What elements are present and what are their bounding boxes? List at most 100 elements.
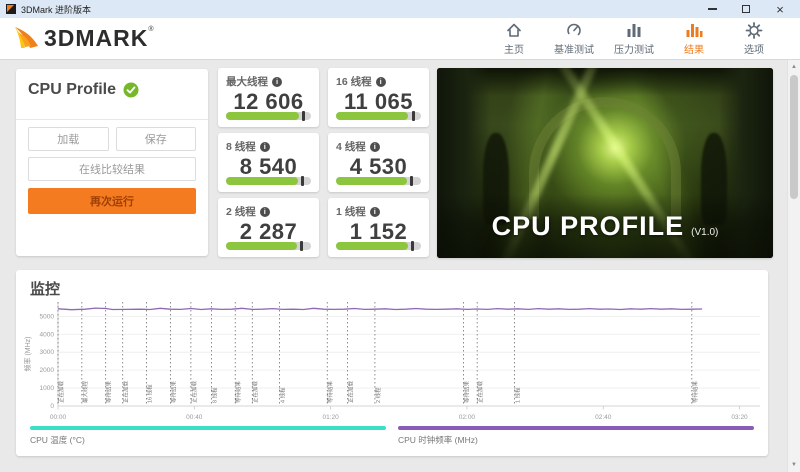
legend-item: CPU 温度 (°C)	[30, 426, 386, 446]
titlebar: 3DMark 进阶版本 ×	[0, 0, 800, 18]
y-tick-label: 4000	[40, 331, 55, 338]
hero-arch	[529, 96, 681, 219]
benchmark-hero-image: CPU PROFILE (V1.0)	[437, 68, 773, 258]
scroll-down-icon[interactable]: ▼	[791, 462, 797, 468]
nav-item-label: 基准测试	[554, 45, 594, 56]
score-tile: 8 线程 i 8 540	[218, 133, 319, 192]
save-button[interactable]: 保存	[115, 127, 196, 151]
phase-label: 4 线程	[279, 387, 287, 403]
score-bar	[336, 111, 421, 121]
score-tile: 1 线程 i 1 152	[328, 198, 429, 257]
score-tile: 2 线程 i 2 287	[218, 198, 319, 257]
phase-label: 正在加载	[122, 380, 130, 403]
score-bar-marker	[411, 111, 415, 121]
score-bar-marker	[299, 241, 303, 251]
close-icon[interactable]: ×	[776, 1, 784, 17]
score-bar	[226, 176, 311, 186]
x-tick-label: 02:00	[459, 414, 476, 421]
legend-color-bar	[30, 426, 386, 430]
registered-mark: ®	[148, 25, 154, 33]
score-bar	[226, 241, 311, 251]
score-tile: 4 线程 i 4 530	[328, 133, 429, 192]
legend-label: CPU 温度 (°C)	[30, 435, 85, 445]
compare-online-button[interactable]: 在线比较结果	[28, 157, 196, 181]
window-controls: ×	[706, 1, 794, 17]
scrollbar-thumb[interactable]	[790, 75, 798, 199]
info-icon[interactable]: i	[369, 206, 380, 217]
score-bar-marker	[410, 241, 414, 251]
phase-label: 正在加载	[476, 380, 484, 403]
nav-item-home[interactable]: 主页	[486, 21, 542, 56]
main-nav: 主页 基准测试 压力测试 结果 选项	[486, 21, 800, 56]
score-bar	[336, 176, 421, 186]
score-tile: 16 线程 i 11 065	[328, 68, 429, 127]
score-value: 8 540	[239, 154, 298, 179]
nav-item-benchmarks[interactable]: 基准测试	[546, 21, 602, 56]
score-bar-marker	[301, 111, 305, 121]
x-tick-label: 01:20	[322, 414, 339, 421]
monitoring-panel: 监控 0 1000 2000 3000 4000 5000 频率 (MHz) 00:00 00:…	[16, 270, 768, 456]
result-panel-title: CPU Profile	[28, 81, 117, 98]
cpu-clock-line	[57, 307, 703, 311]
phase-label: 8 线程	[210, 387, 218, 403]
header: 3DMARK ® 主页 基准测试 压力测试 结果 选项	[0, 18, 800, 60]
legend-item: CPU 时钟频率 (MHz)	[398, 426, 754, 446]
score-tiles: 最大线程 i 12 606 16 线程 i 11 065 8 线程 i 8 54…	[218, 68, 429, 257]
logo: 3DMARK ®	[14, 25, 154, 53]
gauge-icon	[567, 23, 581, 38]
results-bars-icon	[686, 24, 703, 37]
run-again-button[interactable]: 再次运行	[28, 188, 196, 214]
phase-label: 等待结果	[234, 380, 242, 403]
x-tick-label: 00:40	[186, 414, 203, 421]
phase-label: 16 线程	[146, 384, 154, 403]
monitoring-chart: 0 1000 2000 3000 4000 5000 频率 (MHz) 00:00 00:40 0…	[20, 298, 764, 426]
minimize-icon[interactable]	[706, 3, 718, 15]
result-panel: CPU Profile 加载 保存 在线比较结果 再次运行	[16, 69, 208, 256]
score-tile: 最大线程 i 12 606	[218, 68, 319, 127]
score-value: 11 065	[343, 89, 414, 114]
vertical-scrollbar[interactable]: ▲ ▼	[787, 60, 800, 472]
score-bar	[336, 241, 421, 251]
divider	[16, 119, 208, 120]
load-button[interactable]: 加载	[28, 127, 109, 151]
phase-label: 等待结果	[326, 380, 334, 403]
info-icon[interactable]: i	[259, 206, 270, 217]
monitoring-title: 监控	[30, 281, 61, 298]
nav-item-options[interactable]: 选项	[726, 21, 782, 56]
phase-label: 正在加载	[190, 380, 198, 403]
info-icon[interactable]: i	[272, 76, 282, 87]
phase-label: 等待结果	[105, 380, 113, 403]
y-tick-label: 0	[50, 403, 54, 410]
phase-label: 最大线程	[81, 380, 89, 403]
nav-item-results[interactable]: 结果	[666, 21, 722, 56]
nav-item-label: 压力测试	[614, 45, 654, 56]
y-tick-label: 2000	[40, 367, 55, 374]
score-label: 2 线程	[226, 206, 256, 218]
score-value: 1 152	[349, 219, 408, 244]
score-label: 16 线程	[336, 76, 372, 88]
info-icon[interactable]: i	[375, 76, 386, 87]
info-icon[interactable]: i	[369, 141, 380, 152]
nav-item-label: 主页	[504, 45, 524, 56]
gear-icon	[745, 22, 763, 39]
phase-label: 等待结果	[169, 380, 177, 403]
phase-label: 正在加载	[251, 380, 259, 403]
nav-item-label: 结果	[684, 45, 704, 56]
home-icon	[507, 23, 521, 37]
phase-label: 2 线程	[374, 387, 382, 403]
phase-label: 等待结果	[463, 380, 471, 403]
score-value: 12 606	[233, 89, 304, 114]
phase-label: 等待结果	[691, 380, 699, 403]
maximize-icon[interactable]	[740, 3, 752, 15]
nav-item-stress-tests[interactable]: 压力测试	[606, 21, 662, 56]
x-tick-label: 03:20	[731, 414, 748, 421]
chart-legend: CPU 温度 (°C) CPU 时钟频率 (MHz)	[30, 426, 754, 446]
phase-label: 1 线程	[514, 387, 522, 403]
score-bar	[226, 111, 311, 121]
score-label: 1 线程	[336, 206, 366, 218]
score-label: 4 线程	[336, 141, 366, 153]
window-title: 3DMark 进阶版本	[21, 4, 92, 15]
scroll-up-icon[interactable]: ▲	[791, 64, 797, 70]
info-icon[interactable]: i	[259, 141, 270, 152]
